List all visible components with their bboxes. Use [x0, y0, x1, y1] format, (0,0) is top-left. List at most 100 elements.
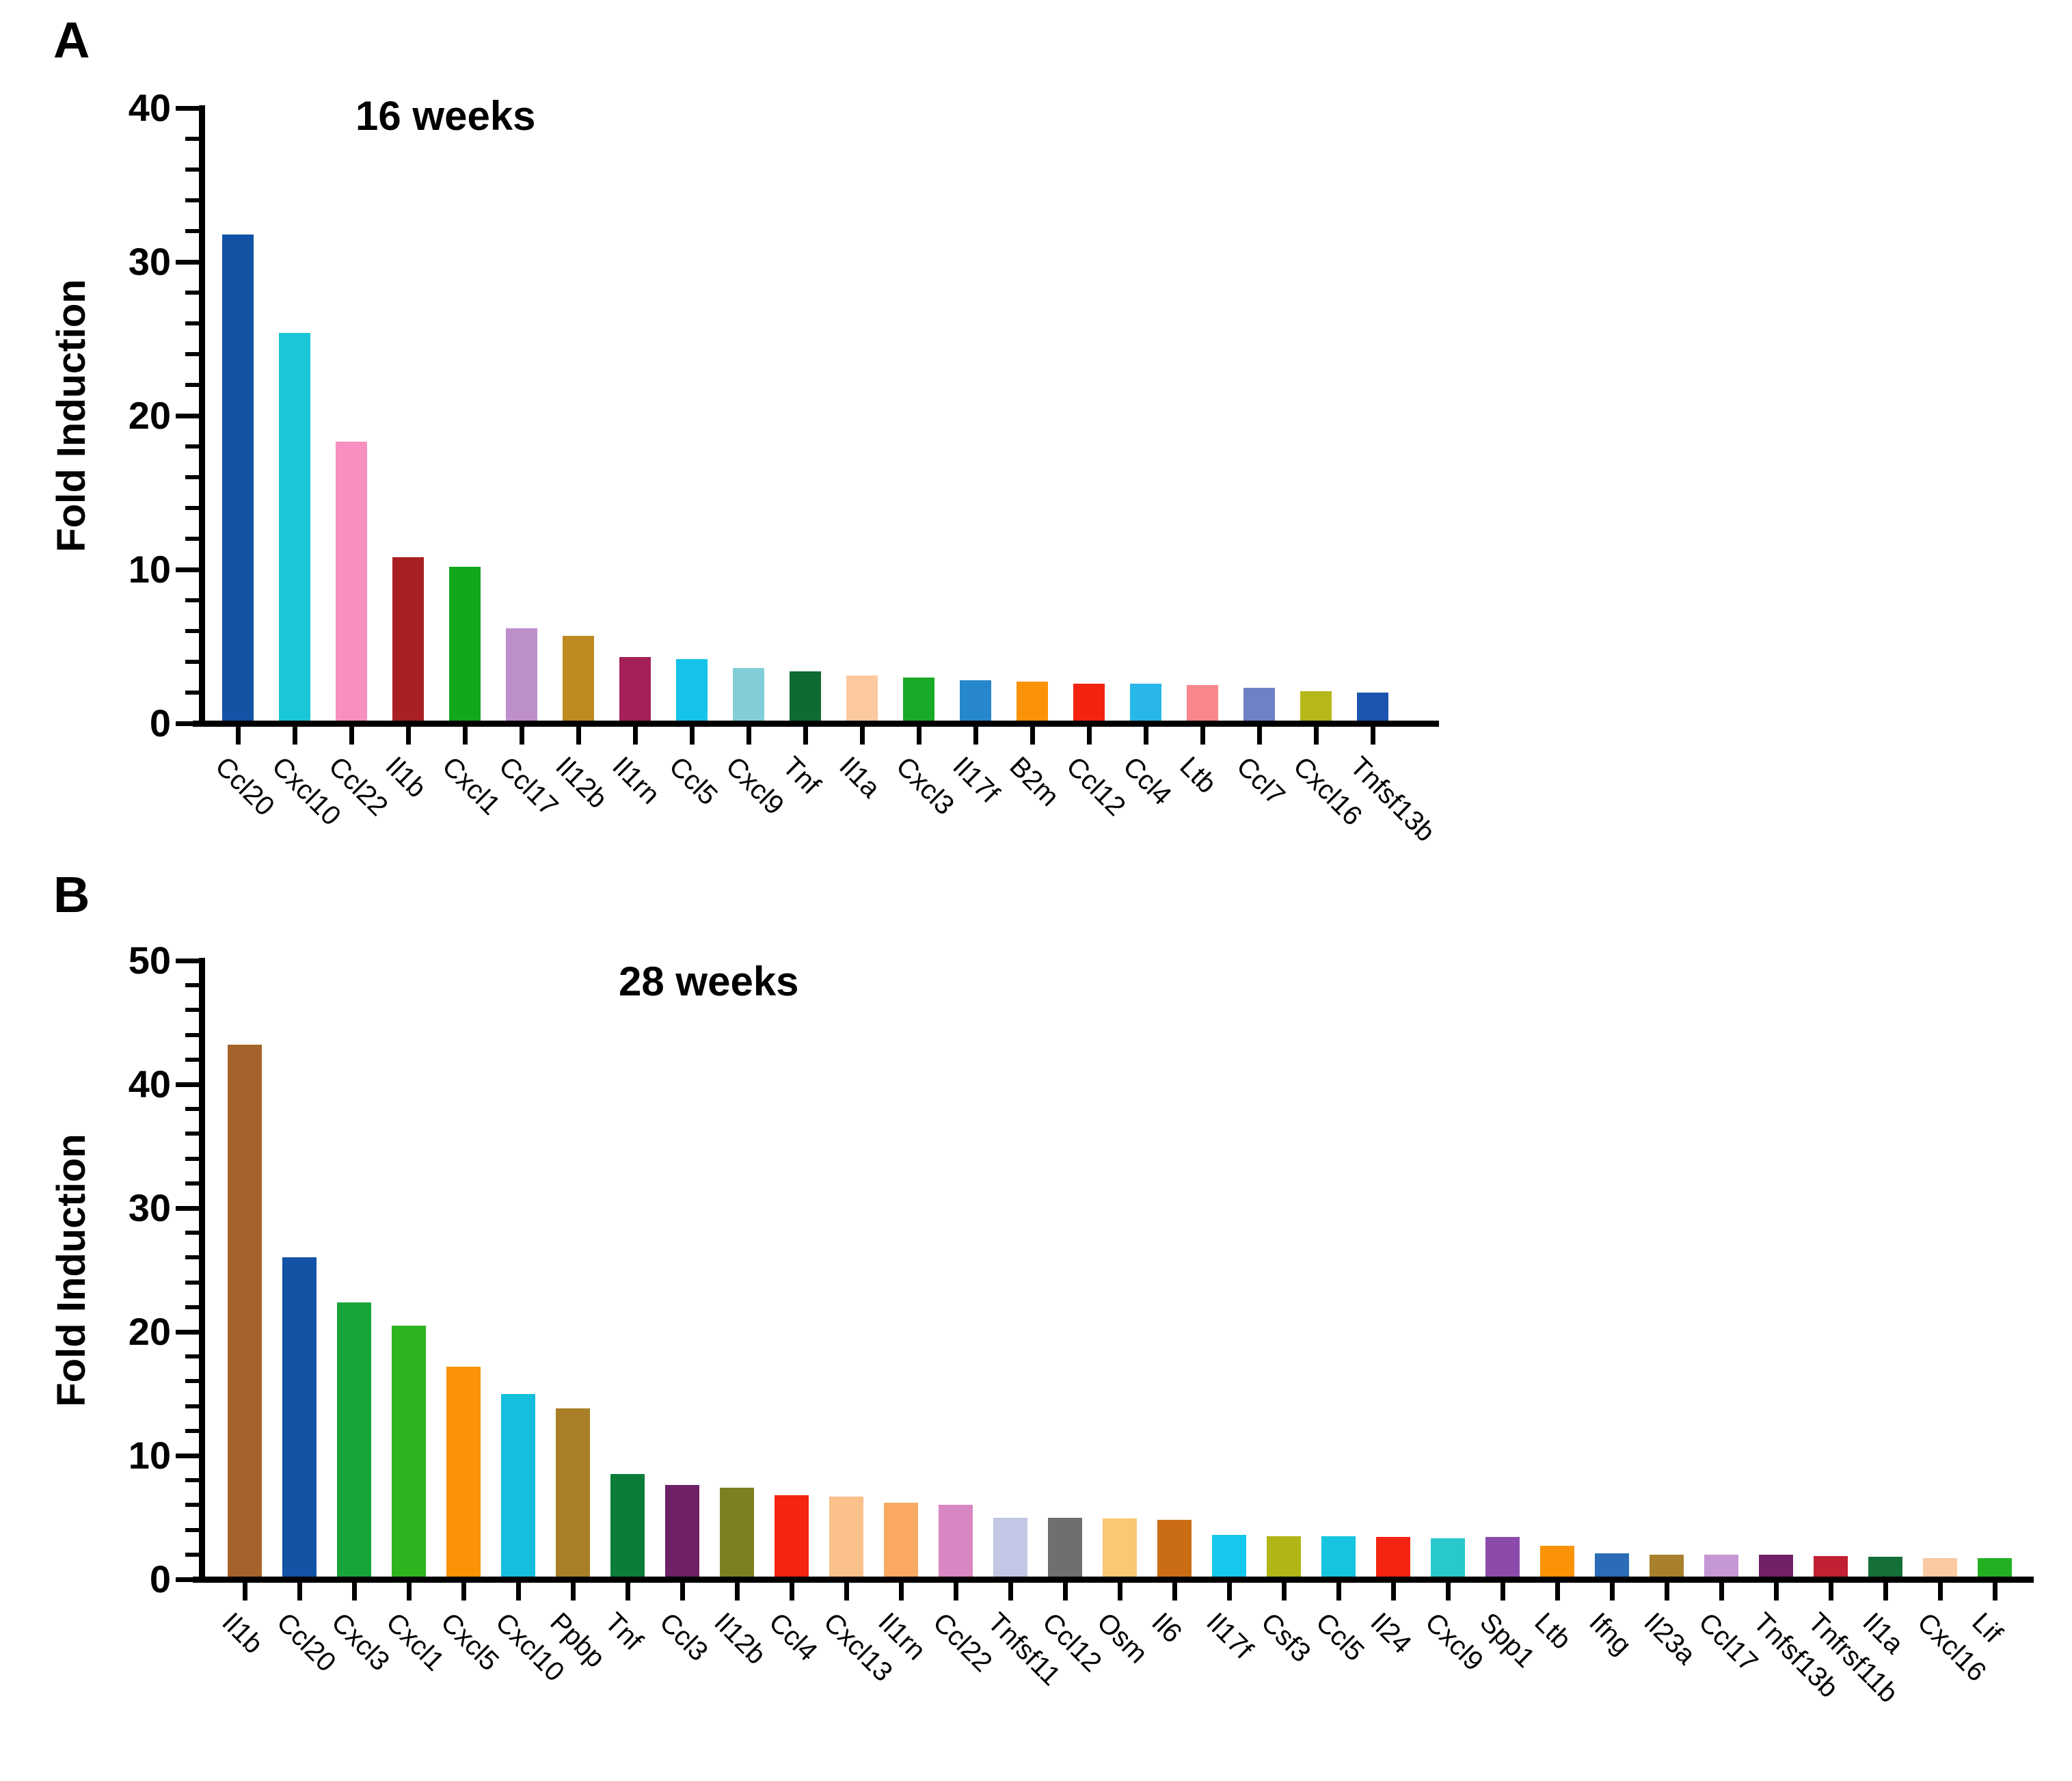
x-tick	[515, 1582, 521, 1601]
x-tick-label-Ccl12: Ccl12	[1060, 751, 1131, 822]
x-tick	[1256, 726, 1262, 745]
x-tick-label-Il1rn: Il1rn	[606, 751, 666, 810]
y-tick-label: 20	[128, 1310, 171, 1353]
x-tick	[519, 726, 524, 745]
x-tick-label-Ccl17: Ccl17	[1693, 1607, 1764, 1678]
y-minor-tick	[185, 1057, 199, 1062]
x-tick	[1370, 726, 1375, 745]
bar-Csf3	[1267, 1536, 1301, 1582]
x-tick	[1117, 1582, 1122, 1601]
x-tick	[916, 726, 921, 745]
y-major-tick	[175, 1205, 199, 1211]
x-tick	[242, 1582, 247, 1601]
bar-Il17f	[1212, 1534, 1246, 1582]
x-tick-label-Cxcl1: Cxcl1	[436, 751, 507, 821]
x-tick	[406, 1582, 412, 1601]
bar-Tnf	[610, 1474, 645, 1582]
bar-Ppbp	[556, 1408, 590, 1582]
y-minor-tick	[185, 352, 199, 356]
bar-Ccl20	[282, 1257, 317, 1582]
x-tick	[570, 1582, 576, 1601]
y-major-tick	[175, 1082, 199, 1087]
panel-b-y-axis-label: Fold Induction	[49, 1134, 94, 1407]
bar-Il6	[1157, 1520, 1192, 1582]
panel-a-letter: A	[53, 12, 90, 68]
x-tick	[625, 1582, 630, 1601]
y-minor-tick	[185, 983, 199, 988]
y-minor-tick	[185, 660, 199, 664]
y-axis-line	[198, 958, 205, 1582]
y-minor-tick	[185, 1552, 199, 1557]
x-tick	[1992, 1582, 1997, 1601]
x-tick	[1086, 726, 1092, 745]
x-tick-label-Cxcl5: Cxcl5	[435, 1607, 505, 1677]
bar-Cxcl16	[1300, 691, 1332, 726]
x-tick	[1172, 1582, 1177, 1601]
x-tick-label-Il6: Il6	[1146, 1607, 1188, 1649]
bar-Ccl5	[676, 658, 708, 726]
x-tick-label-Ccl3: Ccl3	[654, 1607, 714, 1668]
y-minor-tick	[185, 537, 199, 541]
y-minor-tick	[185, 137, 199, 141]
bar-Il12b	[563, 635, 594, 726]
x-tick-label-Il24: Il24	[1364, 1607, 1418, 1660]
x-tick-label-Tnf: Tnf	[777, 751, 826, 801]
x-tick	[953, 1582, 958, 1601]
y-major-tick	[175, 1329, 199, 1335]
x-tick	[859, 726, 865, 745]
y-minor-tick	[185, 1131, 199, 1136]
x-tick	[349, 726, 354, 745]
x-tick	[1390, 1582, 1396, 1601]
x-tick	[898, 1582, 904, 1601]
x-tick	[1555, 1582, 1560, 1601]
x-tick	[576, 726, 581, 745]
y-axis-line	[198, 105, 205, 726]
bar-Cxcl10	[279, 332, 310, 726]
x-tick	[462, 726, 468, 745]
x-tick-label-Lif: Lif	[1966, 1607, 2008, 1649]
bar-Cxcl5	[446, 1366, 481, 1582]
x-tick-label-Cxcl3: Cxcl3	[890, 751, 960, 821]
y-tick-label: 10	[128, 548, 171, 591]
y-tick-label: 30	[128, 240, 171, 283]
y-major-tick	[175, 567, 199, 572]
bar-Il1b	[392, 557, 424, 726]
x-tick-label-Il12b: Il12b	[708, 1607, 772, 1671]
x-tick-label-Ltb: Ltb	[1174, 751, 1222, 800]
panel-b-title: 28 weeks	[619, 959, 799, 1004]
x-tick-label-Tnfsf13b: Tnfsf13b	[1344, 751, 1441, 848]
x-tick-label-Spp1: Spp1	[1474, 1607, 1541, 1674]
y-minor-tick	[185, 506, 199, 510]
x-tick	[1500, 1582, 1505, 1601]
x-tick-label-Ccl4: Ccl4	[763, 1607, 824, 1668]
x-tick	[1143, 726, 1148, 745]
x-tick-label-Ccl22: Ccl22	[927, 1607, 998, 1678]
y-minor-tick	[185, 1032, 199, 1037]
y-minor-tick	[185, 229, 199, 233]
x-tick	[844, 1582, 849, 1601]
bar-Tnf	[790, 671, 821, 726]
y-minor-tick	[185, 291, 199, 295]
bar-Cxcl10	[501, 1393, 535, 1582]
x-tick-label-Ccl5: Ccl5	[663, 751, 724, 812]
x-tick	[1062, 1582, 1068, 1601]
x-tick	[1719, 1582, 1724, 1601]
bar-Ccl22	[939, 1505, 973, 1582]
y-minor-tick	[185, 1280, 199, 1285]
y-minor-tick	[185, 1527, 199, 1532]
x-tick	[803, 726, 808, 745]
y-minor-tick	[185, 598, 199, 602]
x-tick-label-B2m: B2m	[1004, 751, 1065, 812]
y-minor-tick	[185, 1231, 199, 1235]
y-minor-tick	[185, 1379, 199, 1384]
bar-Ccl12	[1073, 683, 1105, 726]
bar-B2m	[1017, 682, 1048, 726]
bar-Cxcl9	[1431, 1538, 1465, 1582]
bar-Ccl5	[1321, 1536, 1356, 1582]
y-tick-label: 0	[149, 701, 171, 745]
bar-Ccl4	[775, 1495, 809, 1582]
x-tick	[746, 726, 751, 745]
x-tick-label-Il1a: Il1a	[833, 751, 887, 804]
x-tick	[1313, 726, 1319, 745]
